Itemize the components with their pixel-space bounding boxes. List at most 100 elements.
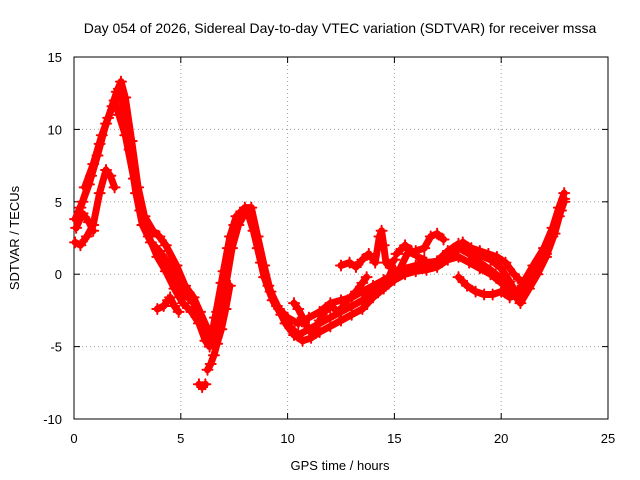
data-point — [112, 82, 125, 95]
data-point — [170, 259, 183, 272]
data-point — [499, 256, 512, 269]
y-tick-label: 0 — [55, 267, 62, 282]
data-point — [187, 297, 200, 310]
series-track-4 — [69, 163, 121, 252]
data-point — [247, 224, 260, 237]
y-tick-label: -10 — [43, 412, 62, 427]
data-point — [108, 94, 121, 107]
data-point — [486, 288, 499, 301]
series-line — [153, 296, 172, 313]
data-point — [452, 250, 465, 263]
data-point — [367, 291, 380, 304]
data-point — [418, 253, 431, 266]
data-point — [91, 149, 104, 162]
x-tick-label: 5 — [177, 431, 184, 446]
data-point — [373, 230, 386, 243]
data-point — [100, 117, 113, 130]
data-point — [514, 297, 527, 310]
series-track-3 — [74, 94, 571, 353]
data-point — [482, 247, 495, 260]
data-point — [223, 279, 236, 292]
data-point — [74, 239, 87, 252]
series-track-1 — [69, 75, 571, 342]
data-point — [360, 271, 373, 284]
data-point — [386, 262, 399, 275]
data-point — [533, 259, 546, 272]
data-point — [411, 250, 424, 263]
data-point — [540, 247, 553, 260]
data-point — [375, 224, 388, 237]
data-point — [369, 256, 382, 269]
series-track-8 — [192, 378, 212, 394]
data-point — [172, 305, 185, 318]
data-point — [503, 291, 516, 304]
data-point — [379, 279, 392, 292]
data-point — [335, 314, 347, 327]
y-tick-label: -5 — [50, 340, 62, 355]
data-point — [254, 256, 267, 269]
data-point — [199, 378, 212, 391]
data-point — [288, 297, 301, 310]
data-point — [185, 305, 198, 318]
data-point — [118, 103, 131, 116]
data-point — [296, 334, 309, 347]
data-point — [525, 271, 538, 284]
data-point — [127, 172, 140, 185]
data-point — [495, 285, 508, 298]
data-point — [463, 256, 476, 269]
data-point — [279, 317, 292, 330]
data-point — [211, 337, 224, 350]
grid — [74, 57, 608, 419]
data-point — [558, 192, 571, 205]
series-line — [76, 96, 568, 351]
data-point — [93, 187, 106, 200]
data-point — [168, 300, 181, 313]
data-point — [159, 239, 172, 252]
data-point — [356, 253, 369, 266]
data-point — [164, 291, 177, 304]
y-tick-label: 10 — [48, 122, 62, 137]
data-point — [341, 294, 354, 307]
data-point — [469, 285, 482, 298]
data-point — [87, 224, 100, 237]
data-point — [356, 302, 369, 315]
data-point — [100, 163, 113, 176]
data-point — [82, 178, 95, 191]
data-point — [390, 247, 403, 260]
data-point — [204, 357, 217, 370]
data-point — [315, 308, 328, 321]
data-point — [473, 262, 486, 275]
data-point — [219, 302, 232, 315]
series-track-16 — [456, 236, 553, 289]
data-point — [76, 207, 89, 220]
data-point — [456, 236, 469, 249]
data-point — [208, 311, 221, 324]
x-tick-label: 25 — [601, 431, 615, 446]
x-tick-label: 10 — [280, 431, 294, 446]
data-point — [484, 268, 497, 281]
series-track-7 — [164, 291, 185, 318]
data-point — [159, 265, 172, 278]
data-point — [270, 300, 283, 313]
series-track-9 — [201, 279, 236, 376]
data-point — [108, 181, 121, 194]
data-point — [461, 279, 474, 292]
series-line — [72, 209, 97, 235]
data-point — [495, 262, 508, 275]
y-axis-label: SDTVAR / TECUs — [7, 185, 22, 290]
data-point — [241, 204, 254, 217]
data-point — [452, 271, 465, 284]
data-point — [473, 245, 486, 258]
plot-frame — [73, 56, 609, 420]
data-point — [349, 285, 362, 298]
data-point — [441, 253, 454, 266]
data-point — [420, 263, 433, 276]
data-point — [356, 276, 369, 289]
data-point — [168, 282, 181, 295]
chart-title: Day 054 of 2026, Sidereal Day-to-day VTE… — [84, 20, 597, 36]
data-point — [300, 320, 313, 333]
series-track-12 — [335, 224, 401, 273]
data-point — [104, 169, 117, 182]
data-point — [296, 311, 309, 324]
